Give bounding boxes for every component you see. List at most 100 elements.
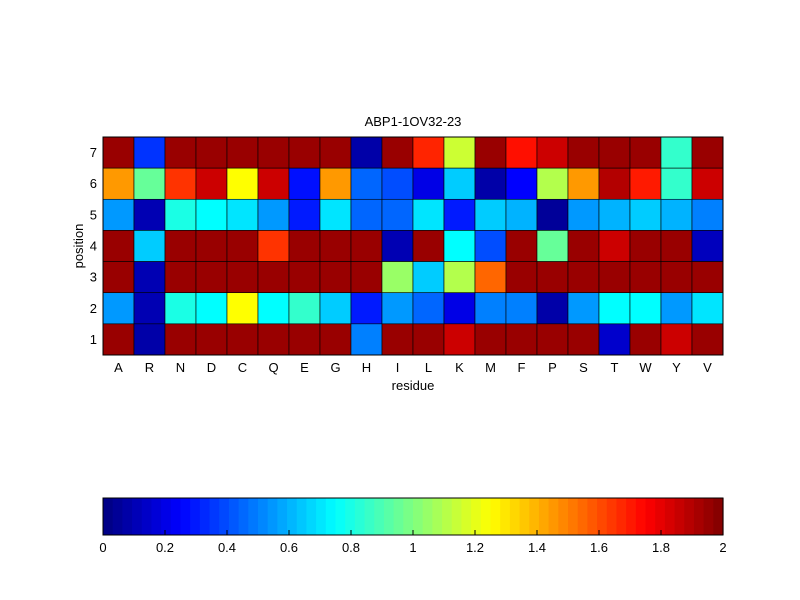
heatmap-cell <box>660 261 693 294</box>
heatmap-cell <box>505 261 538 294</box>
colorbar-segment <box>132 498 143 535</box>
heatmap-cell <box>598 167 631 200</box>
colorbar-segment <box>248 498 259 535</box>
heatmap-cell <box>505 230 538 262</box>
x-tick-label: I <box>396 360 400 375</box>
colorbar-segment <box>103 498 114 535</box>
colorbar-segment <box>180 498 191 535</box>
heatmap-cell <box>691 292 724 325</box>
colorbar-segment <box>461 498 472 535</box>
colorbar-segment <box>490 498 501 535</box>
x-tick-label: N <box>176 360 185 375</box>
heatmap-cell <box>133 261 166 294</box>
plot-frame <box>102 136 724 356</box>
colorbar-segment <box>141 498 153 535</box>
colorbar-segment <box>354 498 366 535</box>
heatmap-cell <box>226 230 259 262</box>
colorbar-segment <box>364 498 375 535</box>
heatmap-cell <box>629 167 662 200</box>
heatmap-cell <box>474 292 507 325</box>
colorbar-tick-label: 1 <box>409 540 416 555</box>
x-tick-label: D <box>207 360 216 375</box>
heatmap-cell <box>505 198 538 231</box>
heatmap-cell <box>629 323 662 356</box>
heatmap-cell <box>660 230 693 262</box>
colorbar-segment <box>151 498 162 535</box>
colorbar-segment <box>209 498 220 535</box>
colorbar-segment <box>335 498 346 535</box>
colorbar-segment <box>296 498 308 535</box>
colorbar-segment <box>480 498 492 535</box>
heatmap-cell <box>567 167 600 200</box>
x-tick-label: W <box>639 360 652 375</box>
heatmap-cell <box>629 292 662 325</box>
heatmap-cell <box>598 198 631 231</box>
heatmap-cell <box>288 261 321 294</box>
colorbar-segment <box>190 498 201 535</box>
colorbar-segment <box>219 498 230 535</box>
heatmap-cell <box>164 323 197 356</box>
x-tick-label: L <box>425 360 432 375</box>
heatmap-cell <box>195 261 228 294</box>
colorbar-segment <box>170 498 182 535</box>
heatmap-cell <box>691 136 724 169</box>
heatmap-cell <box>257 198 290 231</box>
colorbar-segment <box>693 498 705 535</box>
heatmap-cell <box>350 198 383 231</box>
heatmap-cell <box>164 261 197 294</box>
heatmap-cell <box>474 261 507 294</box>
heatmap-cells <box>102 136 724 356</box>
heatmap-cell <box>226 167 259 200</box>
heatmap-cell <box>133 167 166 200</box>
heatmap-cell <box>288 167 321 200</box>
x-tick-label: H <box>362 360 371 375</box>
heatmap-cell <box>629 230 662 262</box>
heatmap-cell <box>133 230 166 262</box>
heatmap-cell <box>536 230 569 262</box>
heatmap-cell <box>567 323 600 356</box>
heatmap-cell <box>443 167 476 200</box>
colorbar-segment <box>664 498 676 535</box>
x-tick-label: A <box>114 360 123 375</box>
colorbar-tick-label: 1.2 <box>466 540 484 555</box>
heatmap-cell <box>443 198 476 231</box>
colorbar-segment <box>345 498 356 535</box>
heatmap-cell <box>226 292 259 325</box>
heatmap-cell <box>474 323 507 356</box>
x-tick-label: V <box>703 360 712 375</box>
heatmap-cell <box>412 136 445 169</box>
heatmap-cell <box>474 230 507 262</box>
heatmap-cell <box>412 261 445 294</box>
x-tick-label: T <box>611 360 619 375</box>
colorbar-segment <box>325 498 337 535</box>
colorbar-tick-label: 0.2 <box>156 540 174 555</box>
heatmap-cell <box>319 167 352 200</box>
heatmap-cell <box>474 198 507 231</box>
heatmap-cell <box>412 198 445 231</box>
heatmap-cell <box>660 198 693 231</box>
colorbar-segment <box>238 498 249 535</box>
colorbar-segment <box>568 498 579 535</box>
heatmap-cell <box>381 136 414 169</box>
heatmap-cell <box>381 261 414 294</box>
heatmap-cell <box>443 261 476 294</box>
heatmap-cell <box>226 323 259 356</box>
colorbar-segment <box>713 498 724 535</box>
heatmap-cell <box>226 261 259 294</box>
heatmap-cell <box>412 230 445 262</box>
colorbar-segment <box>645 498 656 535</box>
heatmap-cell <box>598 136 631 169</box>
heatmap-cell <box>133 323 166 356</box>
heatmap-cell <box>691 230 724 262</box>
colorbar-segment <box>422 498 433 535</box>
heatmap-cell <box>567 292 600 325</box>
heatmap-cell <box>505 136 538 169</box>
heatmap-cell <box>102 261 135 294</box>
colorbar-segment <box>258 498 269 535</box>
colorbar-segment <box>577 498 588 535</box>
heatmap-cell <box>195 198 228 231</box>
x-tick-label: E <box>300 360 309 375</box>
colorbar-segment <box>597 498 608 535</box>
heatmap-cell <box>536 167 569 200</box>
